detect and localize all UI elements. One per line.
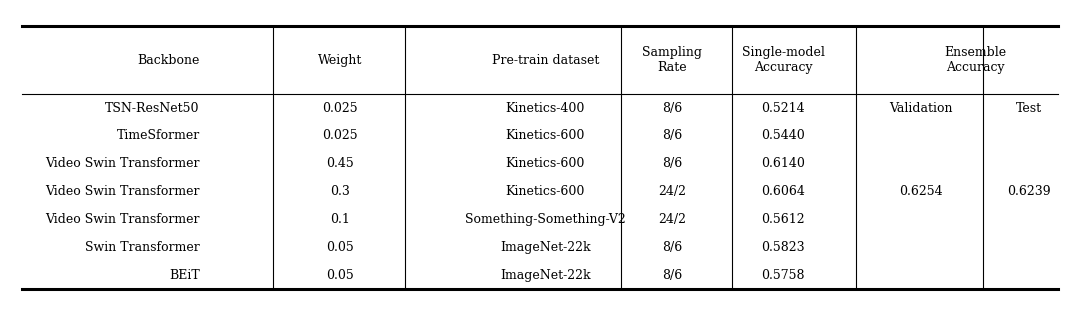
Text: Test: Test — [1016, 102, 1042, 115]
Text: Weight: Weight — [318, 54, 363, 67]
Text: 8/6: 8/6 — [662, 102, 681, 115]
Text: ImageNet-22k: ImageNet-22k — [500, 241, 591, 254]
Text: 0.5823: 0.5823 — [761, 241, 805, 254]
Text: Kinetics-600: Kinetics-600 — [505, 129, 585, 142]
Text: 0.6254: 0.6254 — [900, 185, 943, 198]
Text: Sampling
Rate: Sampling Rate — [642, 46, 702, 74]
Text: Video Swin Transformer: Video Swin Transformer — [45, 213, 200, 226]
Text: Validation: Validation — [890, 102, 953, 115]
Text: Ensemble
Accuracy: Ensemble Accuracy — [944, 46, 1007, 74]
Text: 24/2: 24/2 — [658, 213, 686, 226]
Text: 0.6239: 0.6239 — [1008, 185, 1051, 198]
Text: Pre-train dataset: Pre-train dataset — [491, 54, 599, 67]
Text: 0.45: 0.45 — [326, 157, 354, 170]
Text: TimeSformer: TimeSformer — [117, 129, 200, 142]
Text: 0.5758: 0.5758 — [761, 269, 805, 281]
Text: 8/6: 8/6 — [662, 241, 681, 254]
Text: Swin Transformer: Swin Transformer — [85, 241, 200, 254]
Text: 0.1: 0.1 — [330, 213, 350, 226]
Text: 0.6140: 0.6140 — [761, 157, 805, 170]
Text: ImageNet-22k: ImageNet-22k — [500, 269, 591, 281]
Text: BEiT: BEiT — [170, 269, 200, 281]
Text: 0.5612: 0.5612 — [761, 213, 805, 226]
Text: 8/6: 8/6 — [662, 129, 681, 142]
Text: 0.025: 0.025 — [323, 129, 357, 142]
Text: Video Swin Transformer: Video Swin Transformer — [45, 157, 200, 170]
Text: Kinetics-400: Kinetics-400 — [505, 102, 585, 115]
Text: Something-Something-V2: Something-Something-V2 — [465, 213, 625, 226]
Text: 8/6: 8/6 — [662, 157, 681, 170]
Text: Video Swin Transformer: Video Swin Transformer — [45, 185, 200, 198]
Text: 0.5214: 0.5214 — [761, 102, 805, 115]
Text: Single-model
Accuracy: Single-model Accuracy — [742, 46, 824, 74]
Text: 0.5440: 0.5440 — [761, 129, 805, 142]
Text: 0.3: 0.3 — [330, 185, 350, 198]
Text: 0.05: 0.05 — [326, 241, 354, 254]
Text: TSN-ResNet50: TSN-ResNet50 — [106, 102, 200, 115]
Text: Backbone: Backbone — [137, 54, 200, 67]
Text: 0.025: 0.025 — [323, 102, 357, 115]
Text: 0.6064: 0.6064 — [761, 185, 805, 198]
Text: Kinetics-600: Kinetics-600 — [505, 157, 585, 170]
Text: 8/6: 8/6 — [662, 269, 681, 281]
Text: 24/2: 24/2 — [658, 185, 686, 198]
Text: 0.05: 0.05 — [326, 269, 354, 281]
Text: Kinetics-600: Kinetics-600 — [505, 185, 585, 198]
